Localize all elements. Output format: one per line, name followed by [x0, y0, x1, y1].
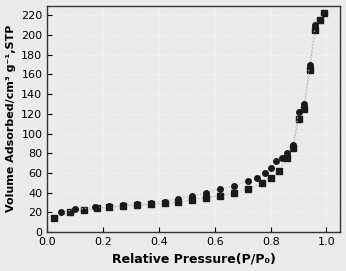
Y-axis label: Volume Adsorbed/cm³ g⁻¹,STP: Volume Adsorbed/cm³ g⁻¹,STP: [6, 25, 16, 212]
X-axis label: Relative Pressure(P/P₀): Relative Pressure(P/P₀): [112, 253, 276, 265]
